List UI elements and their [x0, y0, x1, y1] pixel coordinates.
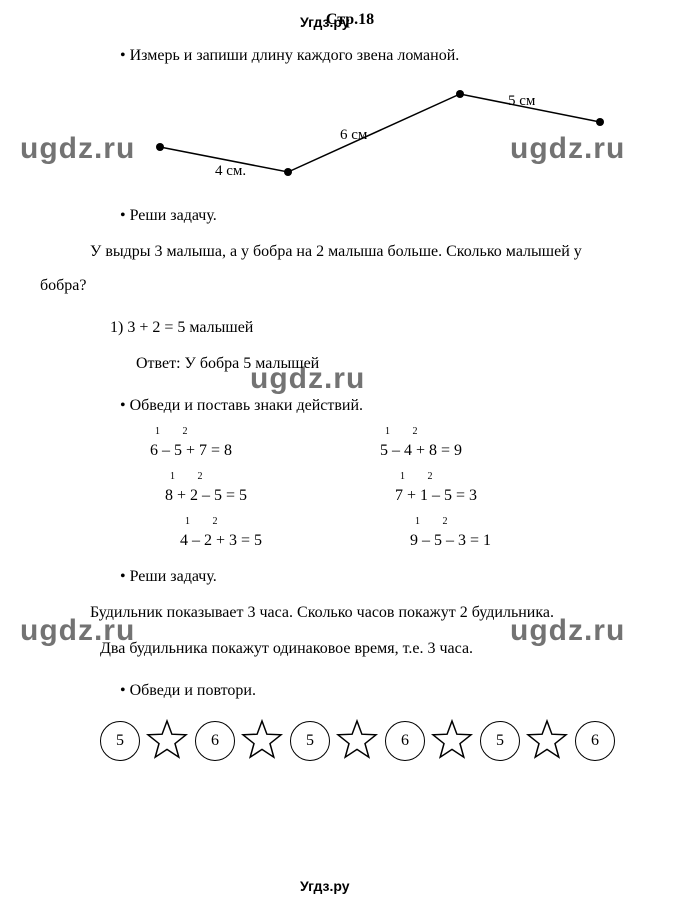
site-link-top: Угдз.ру — [300, 12, 350, 33]
expression: 9 – 5 – 3 = 1 — [410, 529, 560, 553]
pattern-star — [240, 719, 284, 763]
expression: 4 – 2 + 3 = 5 — [180, 529, 330, 553]
pattern-circle: 5 — [290, 721, 330, 761]
watermark: ugdz.ru — [250, 356, 365, 401]
site-link-bottom: Угдз.ру — [300, 876, 350, 897]
pattern-circle: 5 — [480, 721, 520, 761]
watermark: ugdz.ru — [510, 126, 625, 171]
step-markers: 1 2 — [152, 424, 300, 439]
pattern-circle: 6 — [195, 721, 235, 761]
task2-answer: Ответ: У бобра 5 малышей — [136, 352, 640, 376]
task2-text-line2: бобра? — [40, 274, 640, 298]
watermark: ugdz.ru — [20, 126, 135, 171]
task2-prompt: Реши задачу. — [120, 204, 640, 228]
pattern-star — [430, 719, 474, 763]
task3-prompt: Обведи и поставь знаки действий. — [120, 394, 640, 418]
step-markers: 1 2 — [397, 469, 545, 484]
equation: 1 29 – 5 – 3 = 1 — [410, 514, 560, 553]
page-title: Стр.18 — [60, 8, 640, 32]
segment-b-label: 6 см — [340, 124, 367, 147]
expression: 5 – 4 + 8 = 9 — [380, 439, 530, 463]
task5-prompt: Обведи и повтори. — [120, 679, 640, 703]
equation: 1 26 – 5 + 7 = 8 — [150, 424, 300, 463]
equation: 1 27 + 1 – 5 = 3 — [395, 469, 545, 508]
segment-a-label: 4 см. — [215, 160, 246, 183]
equations-container: 1 26 – 5 + 7 = 81 25 – 4 + 8 = 91 28 + 2… — [60, 424, 640, 553]
expression: 8 + 2 – 5 = 5 — [165, 484, 315, 508]
step-markers: 1 2 — [412, 514, 560, 529]
equation: 1 28 + 2 – 5 = 5 — [165, 469, 315, 508]
equation: 1 25 – 4 + 8 = 9 — [380, 424, 530, 463]
pattern-star — [525, 719, 569, 763]
watermark: ugdz.ru — [20, 608, 135, 653]
step-markers: 1 2 — [182, 514, 330, 529]
watermark: ugdz.ru — [510, 608, 625, 653]
pattern-circle: 6 — [575, 721, 615, 761]
step-markers: 1 2 — [382, 424, 530, 439]
task1-prompt: Измерь и запиши длину каждого звена лома… — [120, 44, 640, 68]
expression: 6 – 5 + 7 = 8 — [150, 439, 300, 463]
task4-prompt: Реши задачу. — [120, 565, 640, 589]
expression: 7 + 1 – 5 = 3 — [395, 484, 545, 508]
task2-solution: 1) 3 + 2 = 5 малышей — [110, 316, 640, 340]
pattern-circle: 6 — [385, 721, 425, 761]
pattern-star — [145, 719, 189, 763]
pattern-row: 5 6 5 6 5 6 — [100, 713, 680, 769]
pattern-star — [335, 719, 379, 763]
task2-text-line1: У выдры 3 малыша, а у бобра на 2 малыша … — [90, 240, 640, 264]
step-markers: 1 2 — [167, 469, 315, 484]
equation: 1 24 – 2 + 3 = 5 — [180, 514, 330, 553]
segment-c-label: 5 см — [508, 90, 535, 113]
pattern-circle: 5 — [100, 721, 140, 761]
